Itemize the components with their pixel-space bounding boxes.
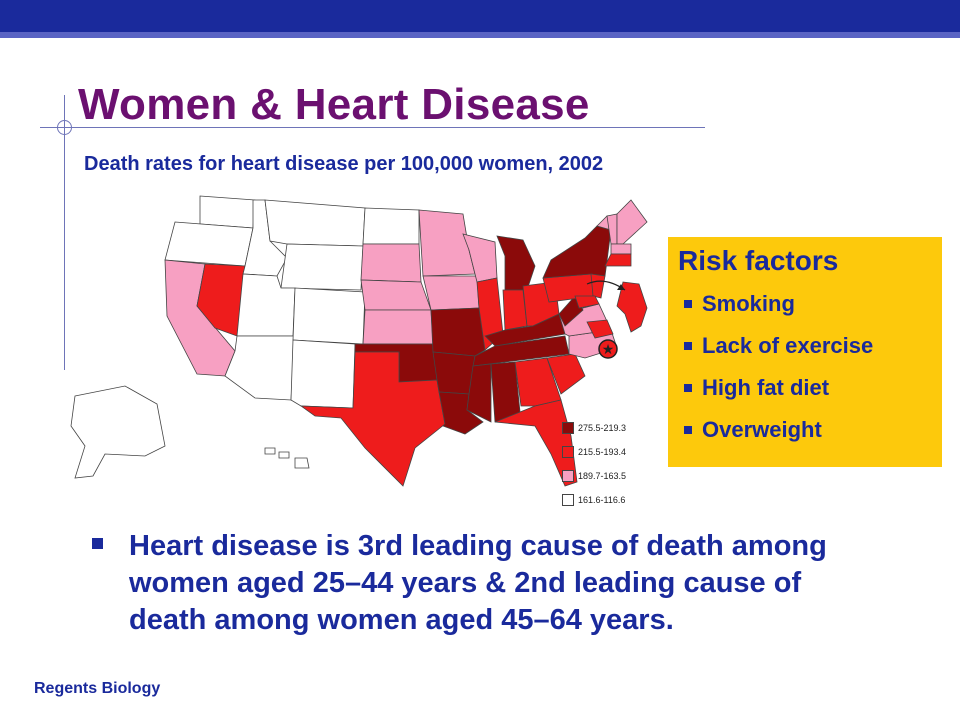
crosshair-circle — [57, 120, 72, 135]
us-heart-disease-map: ★ — [65, 186, 665, 516]
state-MA — [610, 243, 632, 255]
state-AZ — [224, 335, 296, 401]
risk-factor-item: High fat diet — [678, 367, 932, 409]
legend-swatch-high — [562, 422, 574, 434]
legend-row: 189.7-163.5 — [562, 466, 662, 486]
footer-label: Regents Biology — [34, 680, 161, 697]
legend-label: 275.5-219.3 — [578, 423, 627, 433]
state-TX — [299, 351, 446, 487]
main-bullet-text: Heart disease is 3rd leading cause of de… — [129, 530, 827, 636]
main-bullet-point: Heart disease is 3rd leading cause of de… — [92, 528, 852, 639]
state-HI-3 — [294, 457, 310, 469]
state-NJ — [590, 273, 606, 299]
risk-factor-label: Lack of exercise — [702, 333, 874, 358]
state-WV — [558, 295, 584, 327]
state-HI-2 — [278, 451, 290, 459]
state-ME — [616, 199, 648, 245]
state-HI-1 — [264, 447, 276, 455]
map-subtitle: Death rates for heart disease per 100,00… — [84, 153, 604, 175]
square-bullet-icon — [92, 538, 103, 549]
state-ND — [362, 207, 420, 245]
state-MD — [574, 295, 600, 309]
state-MT — [264, 199, 366, 247]
state-MI — [496, 235, 536, 291]
slide-title: Women & Heart Disease — [78, 80, 590, 129]
state-TN — [472, 335, 570, 367]
legend-label: 161.6-116.6 — [578, 495, 626, 505]
risk-factor-label: High fat diet — [702, 375, 830, 400]
state-WY — [280, 243, 364, 291]
state-NY — [542, 225, 612, 279]
state-NV — [196, 263, 246, 337]
square-bullet-icon — [684, 426, 692, 434]
nj-inset — [616, 281, 648, 333]
risk-factors-title: Risk factors — [678, 245, 839, 276]
state-AR — [432, 351, 476, 395]
risk-factors-box: Risk factors Smoking Lack of exercise Hi… — [668, 237, 942, 467]
state-SD — [360, 243, 422, 283]
legend-row: 161.6-116.6 — [562, 490, 662, 510]
dc-marker-circle — [598, 339, 618, 359]
legend-swatch-low — [562, 494, 574, 506]
state-NE — [360, 279, 432, 311]
state-MS — [466, 363, 492, 423]
state-FL — [494, 399, 578, 487]
map-legend: 275.5-219.3 215.5-193.4 189.7-163.5 161.… — [562, 418, 662, 514]
legend-swatch-mid-high — [562, 446, 574, 458]
state-IN — [502, 289, 528, 331]
risk-factor-label: Overweight — [702, 417, 822, 442]
legend-row: 275.5-219.3 — [562, 418, 662, 438]
risk-factor-item: Smoking — [678, 283, 932, 325]
state-CO — [292, 287, 366, 345]
state-MO — [430, 307, 486, 357]
state-NM — [290, 339, 356, 409]
top-banner — [0, 0, 960, 32]
square-bullet-icon — [684, 300, 692, 308]
dc-marker-star: ★ — [602, 342, 615, 358]
legend-row: 215.5-193.4 — [562, 442, 662, 462]
state-AK — [70, 385, 166, 479]
legend-label: 215.5-193.4 — [578, 447, 627, 457]
us-map-svg: ★ — [70, 195, 648, 487]
dc-inset-area — [586, 319, 614, 339]
state-WA — [199, 195, 256, 229]
state-SC — [546, 353, 586, 395]
state-IA — [422, 275, 480, 311]
square-bullet-icon — [684, 342, 692, 350]
vertical-guide-line — [64, 95, 65, 370]
title-guide-line — [40, 127, 705, 128]
legend-swatch-mid-low — [562, 470, 574, 482]
top-banner-stripe — [0, 32, 960, 38]
state-OR — [164, 221, 254, 267]
risk-factor-item: Overweight — [678, 409, 932, 451]
risk-factor-label: Smoking — [702, 291, 795, 316]
square-bullet-icon — [684, 384, 692, 392]
inset-arrowhead — [617, 284, 625, 290]
state-CT-RI — [604, 253, 632, 267]
risk-factor-item: Lack of exercise — [678, 325, 932, 367]
state-KS — [362, 309, 434, 345]
legend-label: 189.7-163.5 — [578, 471, 627, 481]
